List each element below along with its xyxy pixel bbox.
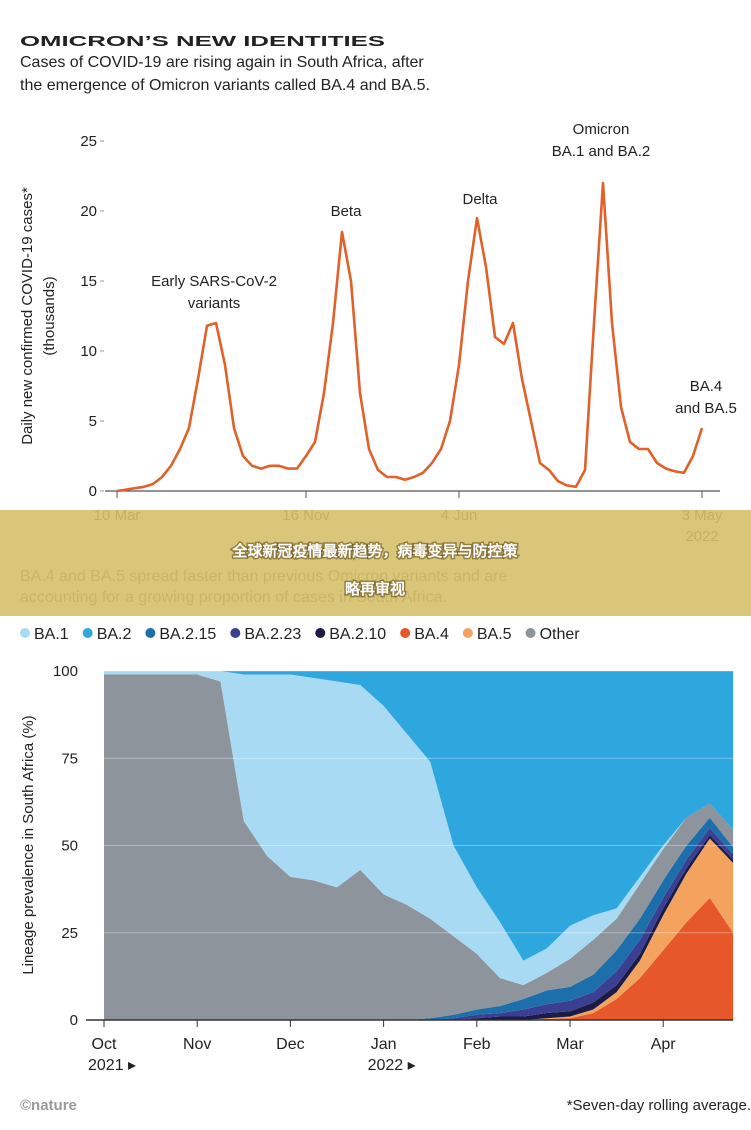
y-tick-label: 25 (61, 925, 78, 942)
line (116, 181, 704, 493)
subtitle: Cases of COVID-19 are rising again in So… (20, 54, 424, 71)
legend-swatch (230, 628, 241, 638)
legend-swatch (82, 628, 93, 638)
y-tick-label: 50 (61, 838, 78, 855)
x-tick-label: Nov (183, 1036, 211, 1053)
y-tick-label: 20 (80, 203, 97, 220)
x-tick-label: Apr (651, 1036, 677, 1053)
y-axis-label: Lineage prevalence in South Africa (%) (20, 715, 37, 974)
annotation: Early SARS-CoV-2 (151, 273, 277, 290)
banner-background (0, 510, 751, 616)
y-tick-label: 10 (80, 343, 97, 360)
annotation: Omicron (573, 121, 630, 138)
x-tick-label: Feb (463, 1036, 491, 1053)
x-year-label: 2022 ▸ (368, 1057, 416, 1074)
area (104, 671, 734, 986)
area (104, 674, 734, 1020)
legend-label: BA.2 (97, 626, 132, 643)
legend-label: BA.1 (34, 626, 69, 643)
subtitle: the emergence of Omicron variants called… (20, 77, 430, 94)
area (104, 897, 734, 1020)
annotation: BA.4 (690, 378, 723, 395)
x-tick-label: Jan (371, 1036, 397, 1053)
title: OMICRON’S NEW IDENTITIES (20, 33, 385, 50)
x-tick-label: Oct (92, 1036, 117, 1053)
y-axis-label: Daily new confirmed COVID-19 cases* (19, 187, 36, 445)
footnote: *Seven-day rolling average. (567, 1097, 751, 1114)
x-tick-label: Mar (556, 1036, 584, 1053)
y-tick-label: 0 (89, 483, 97, 500)
legend-swatch (462, 628, 473, 638)
annotation: Beta (331, 203, 363, 220)
legend-label: BA.2.23 (244, 626, 301, 643)
legend-swatch (400, 628, 411, 638)
x-tick-label: Dec (276, 1036, 304, 1053)
legend-label: BA.2.10 (329, 626, 386, 643)
legend-label: BA.4 (414, 626, 449, 643)
y-tick-label: 5 (89, 413, 97, 430)
legend-swatch (20, 628, 30, 638)
y-tick-label: 75 (61, 750, 78, 767)
banner-text: 略再审视 (345, 580, 405, 598)
y-tick-label: 0 (70, 1012, 78, 1029)
y-tick-label: 15 (80, 273, 97, 290)
y-axis-label: (thousands) (41, 276, 58, 355)
area (104, 671, 734, 961)
annotation: Delta (462, 191, 498, 208)
legend-swatch (315, 628, 326, 638)
annotation: and BA.5 (675, 400, 737, 417)
legend-label: BA.2.15 (159, 626, 216, 643)
annotation: variants (188, 295, 241, 312)
legend-label: BA.5 (477, 626, 512, 643)
legend-swatch (525, 628, 536, 638)
y-tick-label: 25 (80, 133, 97, 150)
y-tick-label: 100 (53, 663, 78, 680)
logo: ©nature (20, 1097, 77, 1114)
legend-swatch (145, 628, 156, 638)
legend-label: Other (540, 626, 581, 643)
x-year-label: 2021 ▸ (88, 1057, 136, 1074)
banner-text: 全球新冠疫情最新趋势，病毒变异与防控策 (231, 542, 518, 560)
annotation: BA.1 and BA.2 (552, 143, 650, 160)
